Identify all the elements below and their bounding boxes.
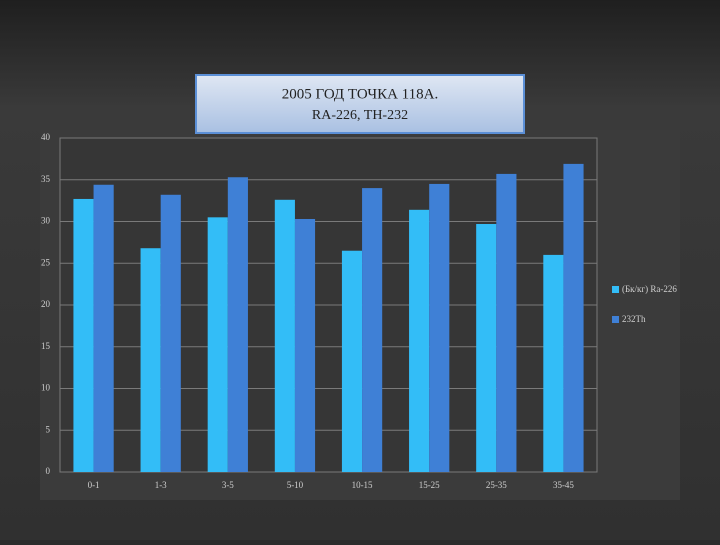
- y-tick-label: 0: [46, 466, 51, 476]
- bar: [543, 254, 564, 472]
- legend-label: (Бк/кг) Ra-226: [622, 284, 677, 294]
- bar: [341, 250, 363, 472]
- bar: [93, 184, 114, 472]
- x-tick-label: 0-1: [88, 480, 100, 490]
- x-tick-label: 15-25: [419, 480, 440, 490]
- bar: [294, 218, 316, 472]
- bar: [140, 248, 161, 472]
- x-tick-label: 5-10: [287, 480, 304, 490]
- legend-swatch: [612, 316, 619, 323]
- y-tick-label: 15: [41, 341, 51, 351]
- bar: [476, 224, 497, 472]
- y-tick-label: 30: [41, 216, 51, 226]
- y-tick-label: 40: [41, 132, 51, 142]
- chart-title: 2005 ГОД ТОЧКА 118А.: [282, 86, 438, 102]
- y-tick-label: 25: [41, 257, 51, 267]
- x-tick-label: 10-15: [352, 480, 373, 490]
- bar: [409, 209, 430, 472]
- y-tick-label: 35: [41, 174, 51, 184]
- y-tick-label: 5: [46, 424, 51, 434]
- legend-swatch: [612, 286, 619, 293]
- y-tick-label: 10: [41, 383, 51, 393]
- bar: [73, 198, 94, 472]
- legend-label: 232Th: [622, 314, 646, 324]
- bar: [429, 183, 450, 473]
- chart-subtitle: RA-226, TH-232: [312, 108, 408, 123]
- x-tick-label: 35-45: [553, 480, 574, 490]
- bar: [362, 188, 383, 472]
- bar: [496, 173, 517, 472]
- bar: [160, 194, 181, 472]
- bar: [207, 217, 228, 472]
- bar: [563, 163, 584, 472]
- y-tick-label: 20: [41, 299, 51, 309]
- x-tick-label: 1-3: [155, 480, 167, 490]
- x-tick-label: 25-35: [486, 480, 507, 490]
- bar: [227, 177, 248, 472]
- title-box: [195, 74, 525, 134]
- x-tick-label: 3-5: [222, 480, 234, 490]
- bar: [274, 199, 295, 473]
